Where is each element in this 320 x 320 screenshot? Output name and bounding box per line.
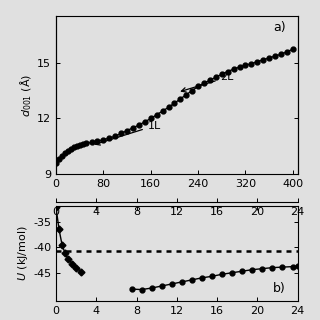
- Text: b): b): [273, 282, 285, 295]
- Text: a): a): [273, 21, 285, 34]
- Text: 1L: 1L: [95, 121, 161, 145]
- Text: 2L: 2L: [181, 72, 234, 92]
- Y-axis label: $d_{001}$ (Å): $d_{001}$ (Å): [19, 74, 34, 117]
- Y-axis label: $U$ (kJ/mol): $U$ (kJ/mol): [16, 226, 30, 281]
